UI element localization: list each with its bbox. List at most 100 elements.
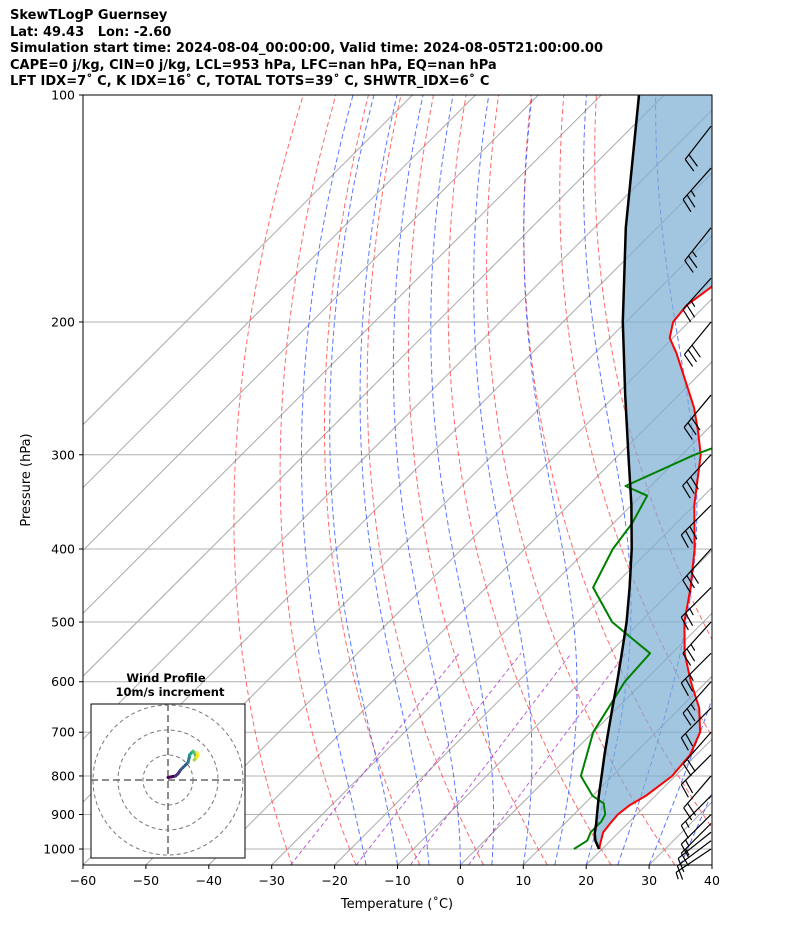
hodograph-segment [195, 751, 200, 757]
wind-barb-halfflag [689, 674, 694, 682]
y-tick-label: 300 [51, 447, 75, 462]
x-tick-label: −50 [133, 873, 159, 888]
dry-adiabat-line [279, 95, 357, 865]
isotherm-line [145, 298, 712, 865]
wind-barb-flag [685, 733, 694, 747]
wind-barb [680, 754, 712, 798]
wind-barb-flag [686, 194, 696, 208]
wind-barb-halfflag [691, 250, 697, 258]
moist-adiabat-line [301, 95, 367, 865]
x-tick-label: −40 [196, 873, 222, 888]
header-stability-indices: LFT IDX=7˚ C, K IDX=16˚ C, TOTAL TOTS=39… [10, 74, 490, 89]
wind-barb-halfflag [690, 190, 696, 197]
y-axis-label: Pressure (hPa) [19, 433, 34, 526]
wind-barb-flag [684, 260, 694, 273]
header-location: Lat: 49.43 Lon: -2.60 [10, 24, 172, 40]
wind-barb-halfflag [685, 820, 690, 828]
isotherm-line [83, 95, 539, 552]
dry-adiabat-line [407, 95, 548, 865]
isotherm-line [83, 109, 712, 740]
mixing-ratio-line [290, 652, 460, 865]
wind-barb-shaft [680, 823, 712, 854]
wind-barb [682, 621, 712, 666]
wind-barb-flag [682, 652, 692, 666]
wind-barb-flag [680, 843, 689, 858]
x-tick-label: 40 [704, 873, 720, 888]
moist-adiabat-line [473, 95, 533, 865]
wind-barb-shaft [682, 454, 712, 487]
wind-barb-shaft [677, 840, 712, 867]
wind-barb-flag [690, 570, 699, 584]
wind-barb [684, 227, 712, 273]
x-tick-label: −30 [259, 873, 285, 888]
x-tick-label: 20 [578, 873, 594, 888]
wind-barb-flag [688, 255, 698, 269]
wind-barb-flag [682, 485, 691, 499]
wind-barb-flag [687, 349, 697, 363]
y-tick-label: 600 [51, 674, 75, 689]
wind-barb-flag [691, 417, 701, 431]
wind-barb [680, 707, 712, 751]
y-tick-label: 900 [51, 807, 75, 822]
dry-adiabat-line [447, 95, 612, 865]
wind-barb-flag [682, 763, 692, 777]
wind-barbs [675, 125, 712, 880]
x-tick-label: 10 [515, 873, 531, 888]
x-tick-label: −10 [384, 873, 410, 888]
y-tick-label: 500 [51, 615, 75, 630]
hodograph-subtitle: 10m/s increment [116, 685, 225, 699]
y-tick-label: 1000 [43, 842, 75, 857]
wind-barb [682, 548, 712, 593]
moist-adiabat-line [329, 95, 398, 865]
wind-barb-flag [685, 530, 694, 544]
moist-adiabat-line [648, 697, 712, 865]
wind-barb-flag [690, 476, 699, 490]
dry-adiabat-line [523, 95, 712, 829]
wind-barb [682, 681, 712, 726]
parcel-profile [593, 95, 641, 850]
wind-barb-flag [677, 858, 685, 873]
wind-barb-flag [676, 865, 684, 880]
y-tick-label: 800 [51, 768, 75, 783]
x-tick-label: −20 [321, 873, 347, 888]
moist-adiabat-line [430, 95, 495, 865]
dry-adiabat-line [233, 95, 304, 865]
wind-barb-halfflag [675, 872, 679, 880]
wind-barb-flag [688, 154, 698, 167]
wind-barb-halfflag [685, 839, 690, 847]
wind-barb-flag [683, 354, 694, 367]
wind-barb-flag [680, 784, 689, 798]
wind-barb-shaft [682, 731, 712, 765]
wind-barb [680, 795, 712, 839]
wind-barb [682, 731, 712, 777]
wind-barb-shaft [682, 681, 712, 714]
wind-barb [680, 587, 712, 631]
wind-barb-flag [685, 612, 694, 627]
dry-adiabat-line [324, 95, 421, 865]
wind-barb-flag [691, 344, 701, 358]
isotherm-line [397, 549, 712, 865]
wind-barb-flag [683, 807, 693, 821]
wind-barb-shaft [680, 652, 712, 684]
wind-barb [676, 840, 712, 880]
wind-barb-flag [680, 825, 689, 839]
wind-barb [684, 125, 712, 172]
wind-barb-shaft [680, 504, 712, 536]
wind-barb-halfflag [690, 300, 696, 308]
cin-shading [594, 95, 712, 849]
wind-barb [683, 394, 712, 440]
wind-barb-flag [682, 579, 691, 593]
header-title: SkewTLogP Guernsey [10, 8, 168, 23]
wind-barb-flag [686, 575, 695, 589]
y-tick-label: 700 [51, 725, 75, 740]
wind-barb [680, 823, 712, 867]
wind-barb [683, 321, 712, 367]
x-tick-label: 30 [641, 873, 657, 888]
wind-barb [682, 277, 712, 323]
hodograph-title: Wind Profile [126, 671, 206, 685]
wind-barb-shaft [682, 548, 712, 581]
wind-barb [680, 652, 712, 696]
wind-barb-flag [689, 526, 698, 540]
